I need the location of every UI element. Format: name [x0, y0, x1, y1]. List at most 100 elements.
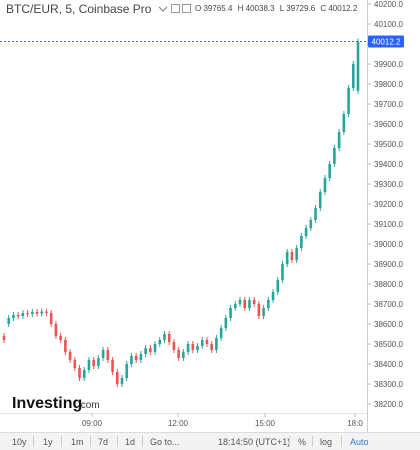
candle-up	[333, 148, 336, 164]
square-icon[interactable]	[171, 4, 180, 13]
candle-down	[149, 348, 152, 352]
candle-up	[347, 88, 350, 114]
price-tick-label: 39700.0	[374, 100, 403, 109]
price-tick-label: 39400.0	[374, 160, 403, 169]
candle-up	[267, 300, 270, 308]
candle-up	[309, 220, 313, 228]
candle-down	[177, 350, 180, 358]
candle-down	[106, 350, 110, 360]
toolbar-divider	[289, 436, 290, 447]
range-1y-button[interactable]: 1y	[43, 437, 53, 447]
price-tick-label: 39200.0	[374, 200, 403, 209]
chevron-down-icon[interactable]	[158, 6, 168, 12]
candle-up	[219, 328, 223, 338]
candle-down	[35, 312, 39, 314]
high-value: 40038.3	[246, 4, 275, 13]
candle-up	[163, 334, 166, 340]
candle-down	[68, 352, 72, 360]
time-tick-label: 12:00	[168, 419, 189, 428]
clock-readout: 18:14:50 (UTC+1)	[218, 437, 291, 447]
candle-down	[257, 304, 261, 316]
square-icon-2[interactable]	[182, 4, 191, 13]
candle-up	[186, 344, 190, 352]
candle-up	[276, 280, 280, 292]
open-value: 39765.4	[203, 4, 232, 13]
candle-up	[130, 356, 133, 364]
candle-down	[115, 372, 119, 384]
candle-up	[215, 338, 218, 350]
candle-down	[26, 313, 29, 315]
candle-up	[271, 292, 275, 300]
close-value: 40012.2	[328, 4, 357, 13]
candle-down	[78, 368, 81, 378]
candle-down	[73, 360, 77, 368]
candle-up	[262, 308, 265, 316]
candle-up	[233, 304, 237, 308]
percent-toggle[interactable]: %	[298, 437, 307, 447]
candle-up	[323, 178, 327, 192]
time-tick-label: 18:0	[347, 419, 363, 428]
candle-down	[59, 336, 62, 340]
last-price-label: 40012.2	[372, 38, 401, 47]
candle-up	[40, 311, 44, 314]
candle-down	[54, 324, 58, 336]
price-tick-label: 38700.0	[374, 300, 403, 309]
candle-up	[229, 308, 232, 318]
go-to-button[interactable]: Go to...	[150, 437, 180, 447]
candle-up	[196, 346, 199, 350]
toolbar-divider	[61, 436, 62, 447]
price-tick-label: 39800.0	[374, 80, 403, 89]
price-tick-label: 40200.0	[374, 0, 403, 9]
time-axis[interactable]: 09:00 12:00 15:00 18:0	[82, 413, 363, 428]
candle-down	[92, 360, 95, 366]
candle-up	[31, 312, 34, 314]
candle-down	[205, 340, 209, 344]
range-1d-button[interactable]: 1d	[125, 437, 136, 447]
price-tick-label: 38600.0	[374, 320, 403, 329]
low-value: 39729.6	[286, 4, 315, 13]
ohlc-readout: O 39765.4 H 40038.3 L 39729.6 C 40012.2	[195, 4, 358, 13]
price-tick-label: 39900.0	[374, 60, 403, 69]
log-toggle[interactable]: log	[320, 437, 333, 447]
close-label: C	[320, 4, 326, 13]
open-label: O	[195, 4, 201, 13]
candle-down	[16, 315, 20, 317]
candle-up	[337, 132, 341, 148]
candle-up	[158, 340, 162, 344]
toolbar-divider	[312, 436, 313, 447]
toolbar-divider	[117, 436, 118, 447]
chart-title: BTC/EUR, 5, Coinbase Pro	[6, 2, 152, 16]
candle-up	[125, 364, 129, 378]
toolbar-divider	[90, 436, 91, 447]
price-tick-label: 38200.0	[374, 400, 403, 409]
candle-up	[200, 340, 204, 346]
candle-up	[356, 41, 360, 91]
candle-up	[82, 370, 86, 378]
range-7d-button[interactable]: 7d	[98, 437, 109, 447]
range-10y-button[interactable]: 10y	[12, 437, 27, 447]
candle-up	[328, 164, 331, 178]
price-tick-label: 38900.0	[374, 260, 403, 269]
candle-up	[351, 64, 355, 88]
candle-down	[191, 344, 195, 350]
chart-toolbar: 10y 1y 1m 7d 1d Go to... 18:14:50 (UTC+1…	[0, 432, 420, 450]
candle-up	[224, 318, 228, 328]
price-tick-label: 39100.0	[374, 220, 403, 229]
candle-up	[139, 354, 143, 360]
auto-scale-toggle[interactable]: Auto	[350, 437, 369, 447]
high-label: H	[238, 4, 244, 13]
price-tick-label: 38500.0	[374, 340, 403, 349]
price-tick-label: 38300.0	[374, 380, 403, 389]
range-1m-button[interactable]: 1m	[71, 437, 84, 447]
candle-down	[243, 300, 247, 308]
candle-up	[7, 318, 11, 324]
toolbar-divider	[341, 436, 342, 447]
price-axis[interactable]: 40200.040100.040000.039900.039800.039700…	[367, 0, 403, 409]
logo-brand: Investing	[12, 395, 82, 412]
candle-down	[64, 340, 67, 352]
chart-canvas: BTC/EUR, 5, Coinbase Pro O 39765.4 H 400…	[0, 0, 404, 432]
candle-up	[285, 252, 289, 264]
candle-down	[45, 311, 48, 313]
price-tick-label: 39600.0	[374, 120, 403, 129]
price-tick-label: 39500.0	[374, 140, 403, 149]
